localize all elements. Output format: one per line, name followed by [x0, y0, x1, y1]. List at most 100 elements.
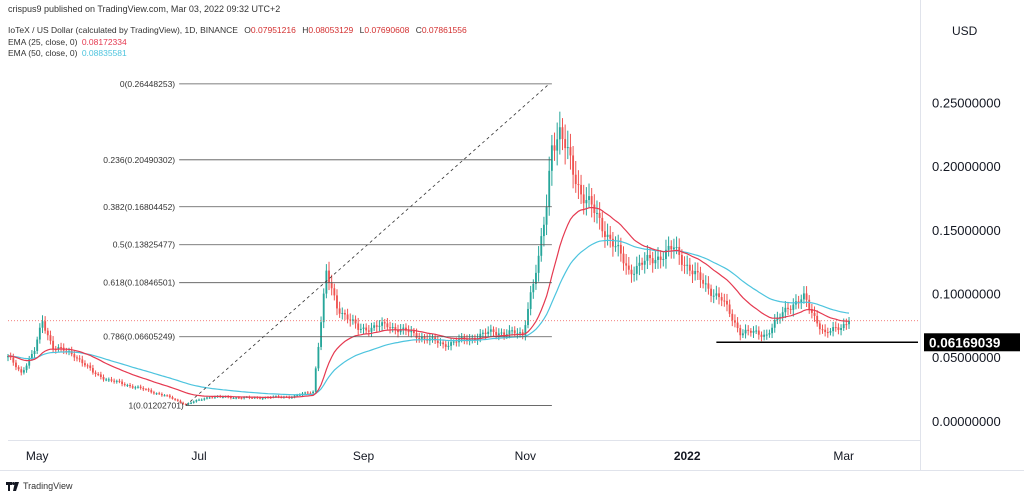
candle-body: [33, 350, 36, 354]
candle-body: [513, 330, 516, 334]
fib-level-label: 0.786(0.06605249): [103, 332, 175, 342]
candle-body: [73, 354, 76, 358]
candle-body: [81, 359, 84, 364]
candle-body: [145, 389, 147, 391]
legend-ema50-label[interactable]: EMA (50, close, 0): [8, 48, 78, 58]
legend-symbol[interactable]: IoTeX / US Dollar (calculated by Trading…: [8, 25, 238, 35]
candle-body: [198, 399, 200, 401]
candle-body: [633, 273, 636, 275]
currency-label[interactable]: USD: [952, 24, 978, 38]
legend-ema50-value: 0.08835581: [81, 48, 127, 58]
legend-open-value: 0.07951216: [250, 25, 296, 35]
candle-body: [580, 184, 582, 195]
candle-body: [503, 332, 506, 335]
candle-body: [375, 325, 378, 327]
candle-body: [206, 397, 208, 399]
candle-body: [123, 384, 126, 386]
candle-body: [306, 392, 309, 394]
candle-body: [94, 372, 97, 374]
candle-body: [338, 308, 341, 314]
candle-body: [405, 327, 407, 331]
candle-body: [596, 212, 598, 214]
candle-body: [654, 259, 657, 264]
candle-body: [137, 386, 139, 388]
tradingview-logo-icon: [6, 481, 19, 491]
candle-body: [604, 231, 606, 237]
candle-body: [115, 380, 118, 382]
support-price-tag: [924, 333, 1020, 352]
candle-body: [712, 295, 715, 297]
candle-body: [749, 330, 752, 333]
candle-body: [203, 398, 206, 400]
candle-body: [190, 402, 192, 404]
candle-body: [545, 206, 548, 225]
candle-body: [757, 330, 760, 335]
candle-body: [824, 329, 827, 333]
candle-body: [696, 271, 699, 273]
candle-body: [818, 323, 821, 330]
candle-body: [622, 253, 625, 264]
candle-body: [381, 322, 384, 326]
candle-body: [259, 397, 261, 399]
candle-body: [566, 147, 569, 149]
candle-body: [9, 355, 12, 358]
candle-body: [163, 395, 166, 397]
candle-body: [312, 391, 315, 394]
candle-body: [810, 309, 813, 313]
candle-body: [174, 398, 177, 400]
support-price-label: 0.06169039: [929, 335, 1000, 350]
candle-body: [569, 147, 572, 156]
candle-body: [542, 224, 545, 237]
candle-body: [651, 258, 654, 264]
candle-body: [781, 312, 784, 318]
candle-body: [582, 194, 585, 204]
candle-body: [25, 365, 28, 371]
fib-level-label: 0.236(0.20490302): [103, 155, 175, 165]
candle-body: [832, 327, 835, 332]
candle-body: [726, 300, 728, 305]
candle-body: [497, 333, 500, 336]
candle-body: [601, 217, 604, 232]
candle-body: [625, 263, 628, 266]
candle-body: [12, 357, 15, 363]
candle-body: [378, 325, 381, 327]
y-tick-label: 0.00000000: [932, 414, 1001, 429]
candle-body: [524, 325, 527, 336]
y-tick-label: 0.20000000: [932, 159, 1001, 174]
candle-body: [7, 355, 9, 358]
candle-body: [444, 344, 447, 347]
candle-body: [527, 308, 529, 326]
candle-body: [484, 332, 487, 334]
candle-body: [296, 395, 299, 397]
candle-body: [126, 384, 129, 386]
candle-body: [30, 353, 33, 359]
candle-body: [386, 323, 389, 328]
candle-body: [97, 373, 100, 375]
candle-body: [298, 394, 301, 396]
candle-body: [720, 297, 723, 301]
candle-body: [734, 320, 736, 323]
legend-ema25-label[interactable]: EMA (25, close, 0): [8, 36, 78, 47]
candle-body: [598, 212, 601, 218]
y-tick-label: 0.25000000: [932, 95, 1001, 110]
candle-body: [489, 329, 492, 332]
candle-body: [107, 379, 110, 381]
candle-body: [431, 337, 434, 339]
candle-body: [731, 313, 734, 321]
legend-low-value: 0.07690608: [364, 25, 410, 35]
candle-body: [736, 322, 739, 329]
candle-body: [394, 327, 397, 331]
candle-body: [333, 288, 336, 296]
candle-body: [760, 334, 763, 337]
candle-body: [672, 247, 675, 250]
candle-body: [38, 327, 41, 340]
candle-body: [816, 315, 819, 324]
candle-body: [840, 328, 842, 330]
candle-body: [357, 323, 360, 330]
candle-body: [694, 271, 697, 275]
candle-body: [611, 238, 614, 247]
candle-body: [771, 327, 774, 334]
candle-body: [452, 341, 455, 343]
candle-body: [362, 327, 365, 329]
